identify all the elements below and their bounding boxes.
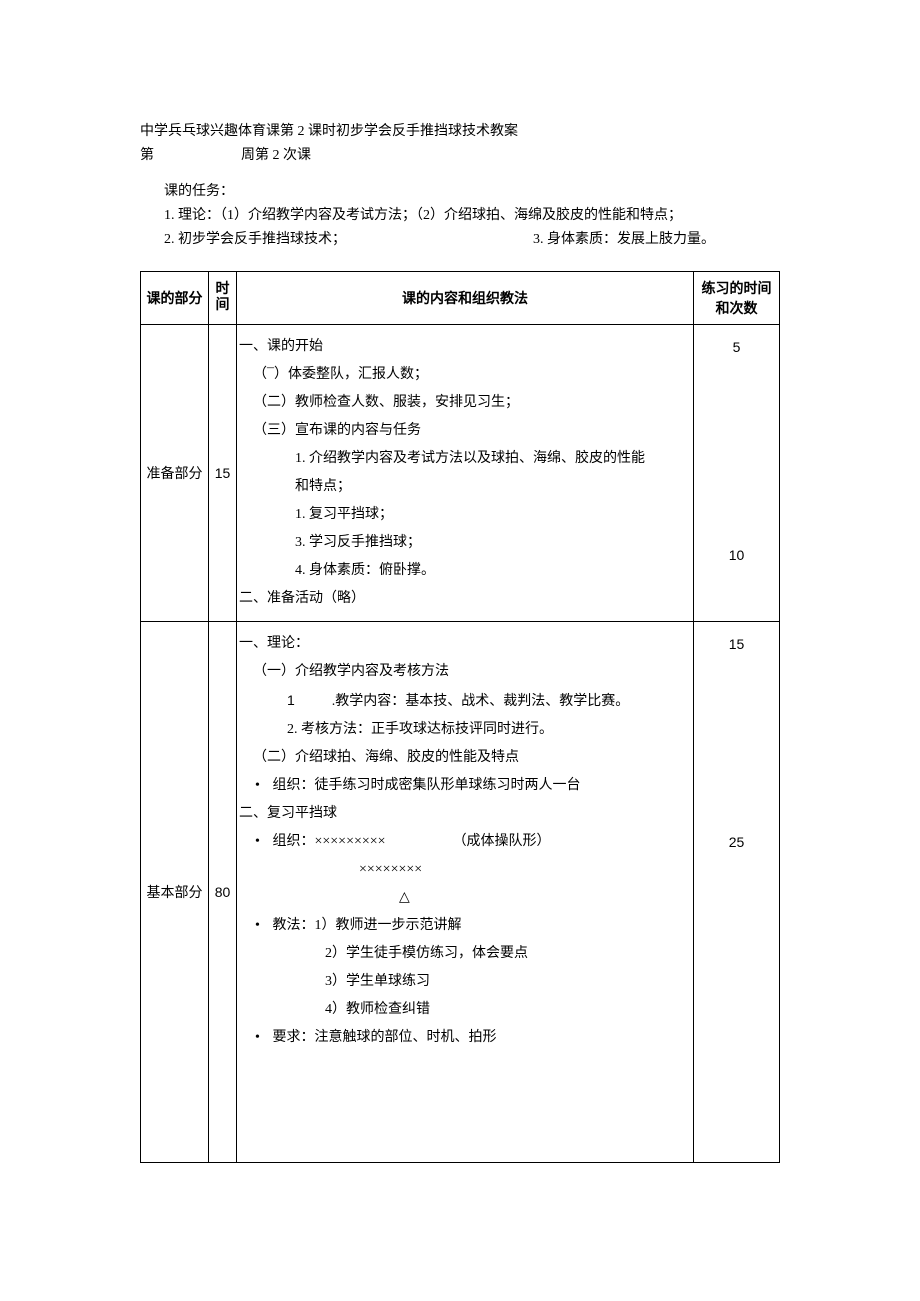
table-row: 基本部分 80 一、理论： （一）介绍教学内容及考核方法 1 .教学内容：基本技…: [141, 622, 780, 1163]
th-time: 时间: [209, 272, 237, 325]
content-line: 二、复习平挡球: [239, 800, 689, 828]
content-line: • 教法：1）教师进一步示范讲解: [239, 912, 689, 940]
content-line: △: [239, 884, 689, 912]
subtitle-suffix: 周第 2 次课: [241, 148, 311, 163]
practice-value: 15: [698, 630, 775, 658]
content-text: .教学内容：基本技、战术、裁判法、教学比赛。: [332, 694, 630, 709]
content-text: 要求：注意触球的部位、时机、拍形: [273, 1030, 497, 1045]
content-line: 2. 考核方法：正手攻球达标技评同时进行。: [239, 716, 689, 744]
content-line: （一）介绍教学内容及考核方法: [239, 658, 689, 686]
bullet-icon: •: [255, 828, 269, 856]
task-title: 课的任务：: [164, 180, 780, 204]
content-line: • 组织：徒手练习时成密集队形单球练习时两人一台: [239, 772, 689, 800]
content-line: 2）学生徒手模仿练习，体会要点: [239, 940, 689, 968]
cell-part-1: 准备部分: [141, 325, 209, 622]
practice-value: 5: [698, 333, 775, 361]
task-line-1: 1. 理论：（1）介绍教学内容及考试方法；（2）介绍球拍、海绵及胶皮的性能和特点…: [164, 204, 780, 228]
cell-time-1: 15: [209, 325, 237, 622]
th-part: 课的部分: [141, 272, 209, 325]
content-line: 一、理论：: [239, 630, 689, 658]
content-line: 3. 学习反手推挡球；: [239, 529, 689, 557]
bullet-icon: •: [255, 912, 269, 940]
practice-value: 10: [698, 541, 775, 569]
th-practice: 练习的时间和次数: [694, 272, 780, 325]
content-line: （三）宣布课的内容与任务: [239, 417, 689, 445]
cell-practice-1: 5 10: [694, 325, 780, 622]
table-row: 准备部分 15 一、课的开始 （¯）体委整队，汇报人数； （二）教师检查人数、服…: [141, 325, 780, 622]
content-line: 1. 介绍教学内容及考试方法以及球拍、海绵、胶皮的性能: [239, 445, 689, 473]
bullet-icon: •: [255, 772, 269, 800]
content-line: ××××××××: [239, 856, 689, 884]
task-line-2a: 2. 初步学会反手推挡球技术；: [164, 228, 346, 252]
cell-time-2: 80: [209, 622, 237, 1163]
content-line: • 组织：××××××××× （成体操队形）: [239, 828, 689, 856]
cell-content-1: 一、课的开始 （¯）体委整队，汇报人数； （二）教师检查人数、服装，安排见习生；…: [237, 325, 694, 622]
content-line: 1. 复习平挡球；: [239, 501, 689, 529]
content-line: 二、准备活动（略）: [239, 585, 689, 613]
doc-subtitle: 第 周第 2 次课: [140, 144, 780, 164]
doc-title: 中学兵乓球兴趣体育课第 2 课时初步学会反手推挡球技术教案: [140, 120, 780, 140]
table-header-row: 课的部分 时间 课的内容和组织教法 练习的时间和次数: [141, 272, 780, 325]
cell-part-2: 基本部分: [141, 622, 209, 1163]
content-line: 3）学生单球练习: [239, 968, 689, 996]
content-line: （二）介绍球拍、海绵、胶皮的性能及特点: [239, 744, 689, 772]
content-line: 1 .教学内容：基本技、战术、裁判法、教学比赛。: [239, 686, 689, 716]
task-line-2b: 3. 身体素质：发展上肢力量。: [533, 228, 715, 252]
content-line: （¯）体委整队，汇报人数；: [239, 361, 689, 389]
bullet-icon: •: [255, 1024, 269, 1052]
content-line: • 要求：注意触球的部位、时机、拍形: [239, 1024, 689, 1052]
content-line: 4）教师检查纠错: [239, 996, 689, 1024]
content-line: 4. 身体素质：俯卧撑。: [239, 557, 689, 585]
content-line: 和特点；: [239, 473, 689, 501]
content-line: （二）教师检查人数、服装，安排见习生；: [239, 389, 689, 417]
subtitle-prefix: 第: [140, 148, 154, 163]
content-text: 组织：×××××××××: [273, 834, 386, 849]
content-text: 教法：1）教师进一步示范讲解: [273, 918, 462, 933]
th-content: 课的内容和组织教法: [237, 272, 694, 325]
content-line: 一、课的开始: [239, 333, 689, 361]
lesson-table: 课的部分 时间 课的内容和组织教法 练习的时间和次数 准备部分 15 一、课的开…: [140, 271, 780, 1163]
cell-practice-2: 15 25: [694, 622, 780, 1163]
content-text: （成体操队形）: [453, 834, 551, 849]
content-text: 组织：徒手练习时成密集队形单球练习时两人一台: [273, 778, 581, 793]
num-1: 1: [287, 692, 295, 708]
cell-content-2: 一、理论： （一）介绍教学内容及考核方法 1 .教学内容：基本技、战术、裁判法、…: [237, 622, 694, 1163]
task-section: 课的任务： 1. 理论：（1）介绍教学内容及考试方法；（2）介绍球拍、海绵及胶皮…: [140, 180, 780, 251]
practice-value: 25: [698, 828, 775, 856]
